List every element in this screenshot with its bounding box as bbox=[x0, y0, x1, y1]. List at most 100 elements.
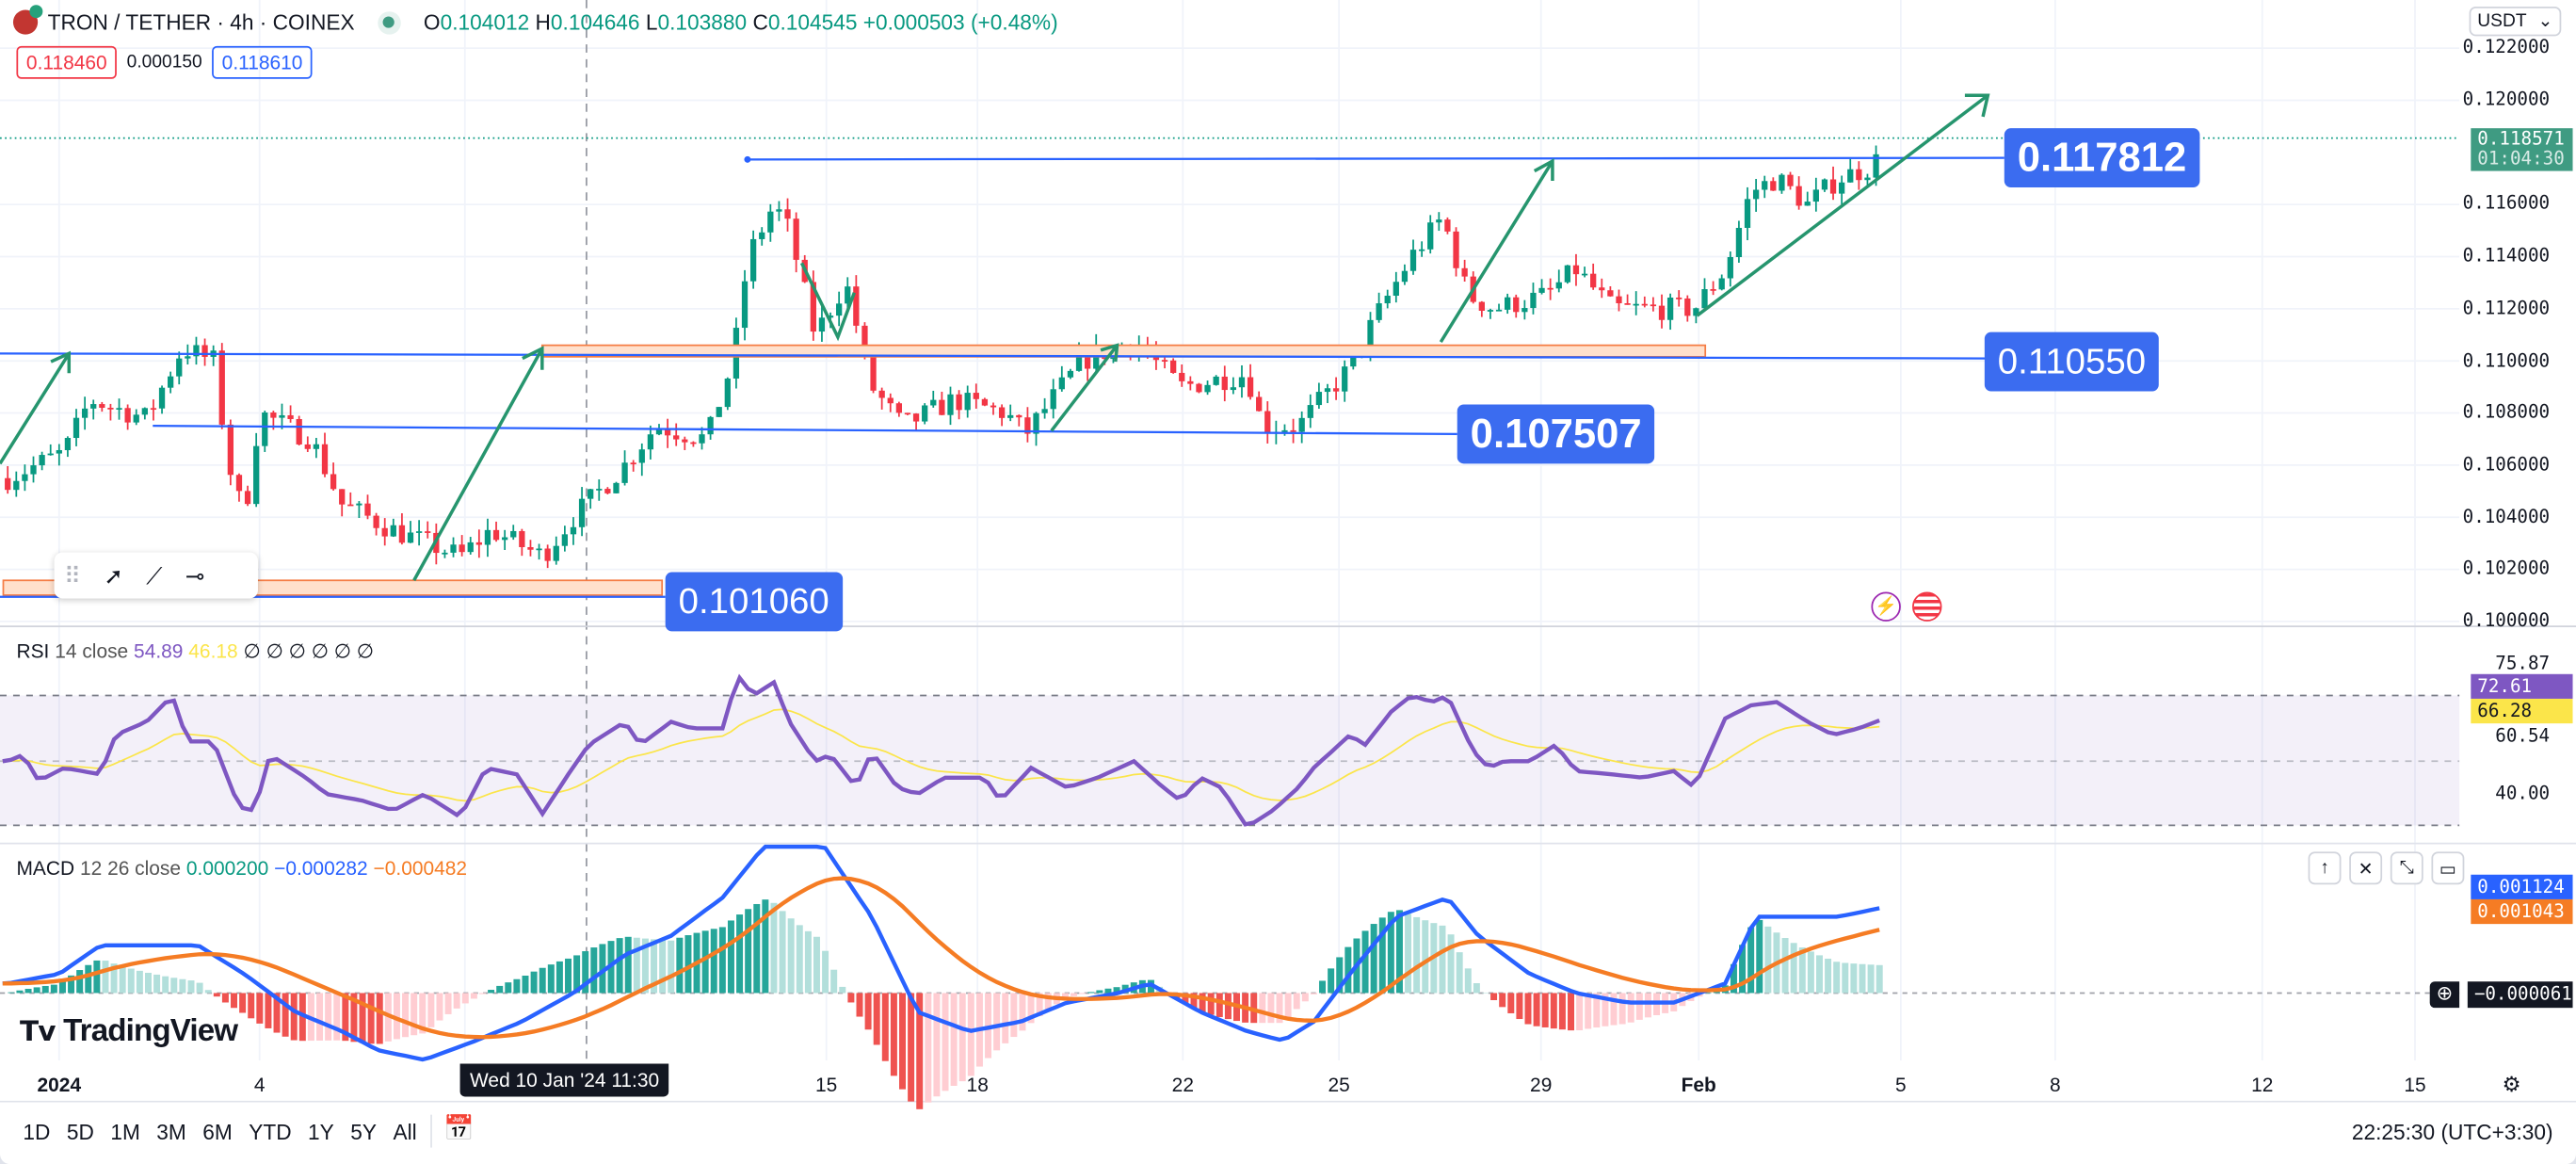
lightning-event-icon[interactable]: ⚡ bbox=[1871, 591, 1901, 622]
level-label[interactable]: 0.117812 bbox=[2004, 128, 2200, 188]
candle-body bbox=[1804, 202, 1811, 206]
candle-body bbox=[270, 412, 277, 418]
trendline-icon[interactable]: ⟋ bbox=[146, 561, 163, 589]
macd-histogram-bar bbox=[478, 993, 486, 994]
macd-histogram-bar bbox=[1610, 993, 1618, 1026]
drag-handle-icon[interactable]: ⠿ bbox=[64, 561, 81, 589]
level-label[interactable]: 0.107507 bbox=[1457, 404, 1655, 464]
macd-legend[interactable]: MACD 12 26 close 0.000200 −0.000282 −0.0… bbox=[16, 856, 468, 881]
candle-body bbox=[1590, 273, 1597, 288]
candle-body bbox=[116, 408, 122, 411]
timeframe-1m[interactable]: 1M bbox=[110, 1119, 140, 1145]
macd-histogram-bar bbox=[282, 993, 289, 1037]
rsi-ma-line bbox=[2, 708, 1880, 802]
tradingview-logo[interactable]: 𝗧𝘃 TradingView bbox=[19, 1014, 238, 1049]
macd-histogram-bar bbox=[616, 938, 623, 994]
level-line-handle[interactable] bbox=[744, 155, 751, 163]
level-label[interactable]: 0.110550 bbox=[1984, 331, 2160, 392]
candle-body bbox=[321, 444, 329, 475]
candle-body bbox=[904, 412, 911, 415]
timeframe-all[interactable]: All bbox=[393, 1119, 417, 1145]
level-line-117812[interactable] bbox=[747, 156, 2004, 161]
close-pane-icon[interactable]: ✕ bbox=[2349, 851, 2383, 885]
timezone-clock[interactable]: 22:25:30 (UTC+3:30) bbox=[2351, 1119, 2553, 1145]
macd-histogram-bar bbox=[1087, 992, 1095, 994]
candle-body bbox=[133, 414, 139, 423]
candle-body bbox=[1744, 199, 1751, 228]
level-line-107507[interactable] bbox=[153, 425, 1457, 436]
trend-arrows[interactable] bbox=[0, 93, 1990, 582]
candle-body bbox=[673, 435, 680, 440]
timeframe-5d[interactable]: 5D bbox=[66, 1119, 94, 1145]
candle-body bbox=[1727, 257, 1733, 279]
macd-histogram-bar bbox=[1798, 947, 1806, 994]
timeframe-ytd[interactable]: YTD bbox=[249, 1119, 292, 1145]
candle-body bbox=[759, 232, 765, 239]
level-label[interactable]: 0.101060 bbox=[665, 572, 843, 632]
macd-histogram-bar bbox=[925, 993, 932, 1103]
candle-body bbox=[887, 397, 894, 404]
macd-histogram-bar bbox=[624, 936, 632, 994]
macd-histogram-bar bbox=[119, 965, 126, 994]
macd-histogram-bar bbox=[651, 939, 658, 994]
timeframe-1d[interactable]: 1D bbox=[23, 1119, 51, 1145]
macd-histogram-bar bbox=[1267, 993, 1275, 1024]
level-line-110550[interactable] bbox=[0, 352, 1988, 360]
settings-gear-icon[interactable]: ⚙ bbox=[2502, 1072, 2521, 1097]
us-flag-event-icon[interactable] bbox=[1912, 591, 1942, 622]
candle-body bbox=[390, 525, 396, 537]
candle-body bbox=[1839, 182, 1845, 194]
goto-date-calendar-icon[interactable]: 📅 bbox=[443, 1114, 475, 1143]
macd-histogram-bar bbox=[753, 903, 761, 994]
maximize-pane-icon[interactable]: ▭ bbox=[2431, 851, 2465, 885]
macd-histogram-bar bbox=[50, 984, 57, 994]
timeframe-6m[interactable]: 6M bbox=[202, 1119, 233, 1145]
macd-histogram-bar bbox=[144, 972, 152, 994]
candle-body bbox=[64, 438, 72, 450]
macd-histogram-bar bbox=[762, 899, 769, 994]
macd-histogram-bar bbox=[1807, 951, 1814, 994]
candle-body bbox=[527, 546, 534, 550]
timeframe-5y[interactable]: 5Y bbox=[350, 1119, 378, 1145]
macd-histogram-bar bbox=[127, 968, 135, 994]
timeframe-3m[interactable]: 3M bbox=[156, 1119, 186, 1145]
candle-body bbox=[553, 545, 559, 561]
cursor-icon[interactable]: ➚ bbox=[104, 561, 123, 589]
add-plus-icon[interactable]: ⊕ bbox=[2429, 981, 2460, 1009]
macd-histogram-bar bbox=[1464, 968, 1472, 994]
collapse-pane-icon[interactable]: ⤡ bbox=[2390, 851, 2423, 885]
horizontal-ray-icon[interactable]: ⊸ bbox=[185, 561, 205, 589]
rsi-legend[interactable]: RSI 14 close 54.89 46.18 ∅ ∅ ∅ ∅ ∅ ∅ bbox=[16, 639, 375, 663]
macd-histogram-bar bbox=[1259, 993, 1266, 1024]
macd-histogram-bar bbox=[958, 993, 966, 1082]
signal-value-label: 0.001043 bbox=[2471, 898, 2573, 925]
sell-button[interactable]: 0.118460 bbox=[16, 45, 118, 79]
move-pane-up-icon[interactable]: ↑ bbox=[2308, 851, 2342, 885]
macd-histogram-bar bbox=[565, 958, 572, 994]
candle-body bbox=[647, 434, 654, 450]
histogram-value-label: −0.000061 bbox=[2467, 981, 2573, 1009]
macd-histogram-bar bbox=[470, 993, 477, 999]
candle-body bbox=[621, 462, 628, 483]
macd-histogram-bar bbox=[316, 993, 324, 1041]
timeframe-1y[interactable]: 1Y bbox=[308, 1119, 334, 1145]
macd-histogram-bar bbox=[444, 993, 452, 1014]
candle-body bbox=[1633, 303, 1639, 306]
candle-body bbox=[827, 315, 834, 318]
candle-body bbox=[930, 399, 937, 406]
macd-histogram-bar bbox=[873, 993, 880, 1045]
macd-histogram-bar bbox=[710, 929, 717, 994]
macd-histogram-bar bbox=[1815, 955, 1823, 994]
currency-select[interactable]: USDT ⌄ bbox=[2469, 6, 2562, 37]
macd-histogram-bar bbox=[1859, 963, 1866, 994]
macd-line bbox=[2, 844, 1880, 1062]
buy-button[interactable]: 0.118610 bbox=[212, 45, 313, 79]
macd-histogram-bar bbox=[1533, 993, 1540, 1027]
candle-body bbox=[347, 504, 354, 507]
symbol-title[interactable]: TRON / TETHER · 4h · COINEX bbox=[47, 9, 355, 35]
candle-body bbox=[1084, 354, 1091, 369]
macd-histogram-bar bbox=[847, 993, 855, 1003]
macd-histogram-bar bbox=[1490, 993, 1498, 1001]
candle-body bbox=[47, 453, 54, 456]
